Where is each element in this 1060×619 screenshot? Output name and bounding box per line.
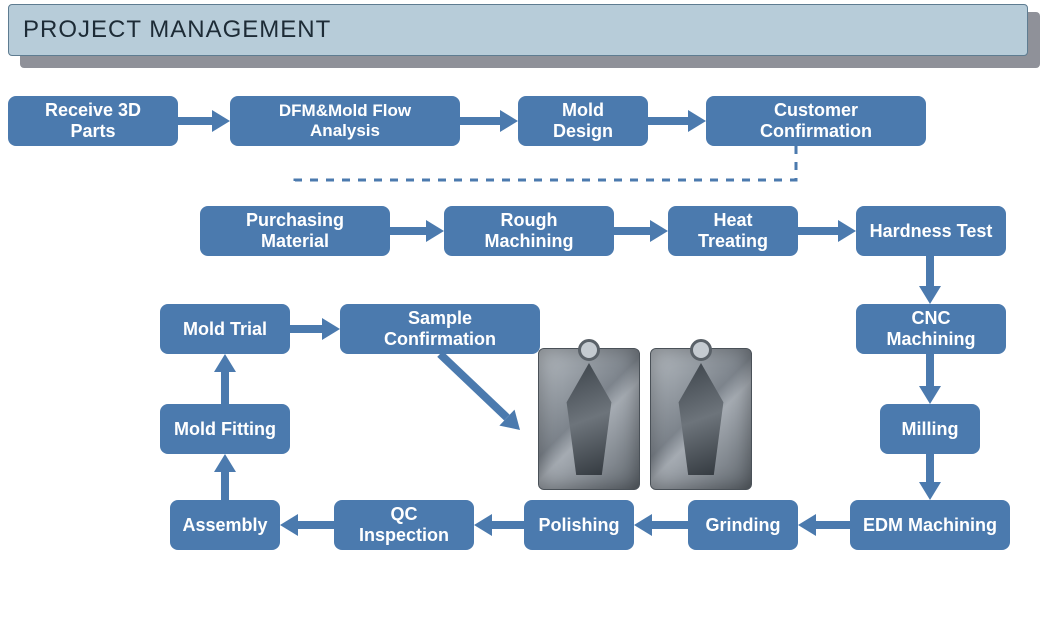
node-label: Purchasing Material [212,210,378,252]
node-grinding: Grinding [688,500,798,550]
node-rough-machining: Rough Machining [444,206,614,256]
node-label: Polishing [539,515,620,536]
node-label: Hardness Test [870,221,993,242]
node-hardness-test: Hardness Test [856,206,1006,256]
node-polishing: Polishing [524,500,634,550]
node-label: Sample Confirmation [352,308,528,350]
node-mold-trial: Mold Trial [160,304,290,354]
title-text: PROJECT MANAGEMENT [23,16,331,44]
node-receive-3d-parts: Receive 3D Parts [8,96,178,146]
node-milling: Milling [880,404,980,454]
node-purchasing-material: Purchasing Material [200,206,390,256]
node-label: Heat Treating [680,210,786,252]
node-mold-fitting: Mold Fitting [160,404,290,454]
node-label: CNC Machining [868,308,994,350]
node-label: Grinding [706,515,781,536]
node-customer-confirmation: Customer Confirmation [706,96,926,146]
node-label: Receive 3D Parts [20,100,166,142]
node-mold-design: Mold Design [518,96,648,146]
node-label: Rough Machining [456,210,602,252]
node-label: Assembly [182,515,267,536]
node-label: Mold Fitting [174,419,276,440]
node-label: Milling [902,419,959,440]
node-label: EDM Machining [863,515,997,536]
node-heat-treating: Heat Treating [668,206,798,256]
page-title: PROJECT MANAGEMENT [8,4,1028,56]
mold-half-left [538,348,640,490]
mold-image-placeholder [530,340,760,490]
node-cnc-machining: CNC Machining [856,304,1006,354]
node-label: QC Inspection [346,504,462,546]
node-sample-confirmation: Sample Confirmation [340,304,540,354]
node-edm-machining: EDM Machining [850,500,1010,550]
node-dfm-mold-flow: DFM&Mold Flow Analysis [230,96,460,146]
node-label: DFM&Mold Flow Analysis [242,101,448,141]
node-label: Customer Confirmation [718,100,914,142]
node-assembly: Assembly [170,500,280,550]
diagram-stage: PROJECT MANAGEMENT Receive 3D Parts DFM&… [0,0,1060,619]
node-label: Mold Design [530,100,636,142]
node-label: Mold Trial [183,319,267,340]
mold-half-right [650,348,752,490]
node-qc-inspection: QC Inspection [334,500,474,550]
